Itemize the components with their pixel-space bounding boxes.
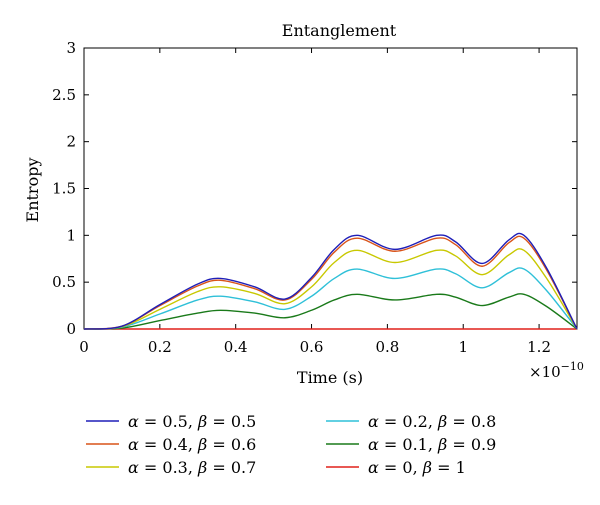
y-tick-label: 2.5 (52, 86, 76, 104)
chart-title: Entanglement (282, 21, 397, 40)
x-tick-label: 1.2 (527, 338, 551, 356)
x-tick-label: 0.4 (224, 338, 248, 356)
x-tick-label: 1 (458, 338, 468, 356)
y-axis-label: Entropy (23, 158, 42, 223)
legend-label-2: α = 0.3, β = 0.7 (128, 458, 256, 477)
y-axis-ticks: 0 0.5 1 1.5 2 2.5 3 (52, 39, 577, 338)
series-lines (83, 232, 578, 330)
series-line-3 (83, 267, 578, 330)
legend-label-5: α = 0, β = 1 (368, 458, 466, 477)
x-axis-ticks: 0 0.2 0.4 0.6 0.8 1 1.2 (79, 48, 551, 356)
legend-label-1: α = 0.4, β = 0.6 (128, 435, 256, 454)
legend-label-0: α = 0.5, β = 0.5 (128, 412, 256, 431)
x-tick-label: 0.2 (148, 338, 172, 356)
x-axis-label: Time (s) (297, 368, 363, 387)
y-tick-label: 1.5 (52, 180, 76, 198)
series-line-1 (83, 235, 578, 330)
x-tick-label: 0.8 (375, 338, 399, 356)
x-axis-multiplier: ×10−10 (529, 360, 584, 381)
legend-label-4: α = 0.1, β = 0.9 (368, 435, 496, 454)
y-tick-label: 2 (66, 133, 76, 151)
y-tick-label: 0.5 (52, 273, 76, 291)
legend-label-3: α = 0.2, β = 0.8 (368, 412, 496, 431)
y-tick-label: 3 (66, 39, 76, 57)
series-line-0 (83, 232, 578, 330)
plot-area (83, 47, 578, 330)
x-tick-label: 0.6 (300, 338, 324, 356)
y-tick-label: 1 (66, 226, 76, 244)
y-tick-label: 0 (66, 320, 76, 338)
x-tick-label: 0 (79, 338, 89, 356)
series-line-2 (83, 248, 578, 330)
series-line-4 (83, 293, 578, 330)
legend: α = 0.5, β = 0.5 α = 0.4, β = 0.6 α = 0.3,… (86, 412, 496, 477)
